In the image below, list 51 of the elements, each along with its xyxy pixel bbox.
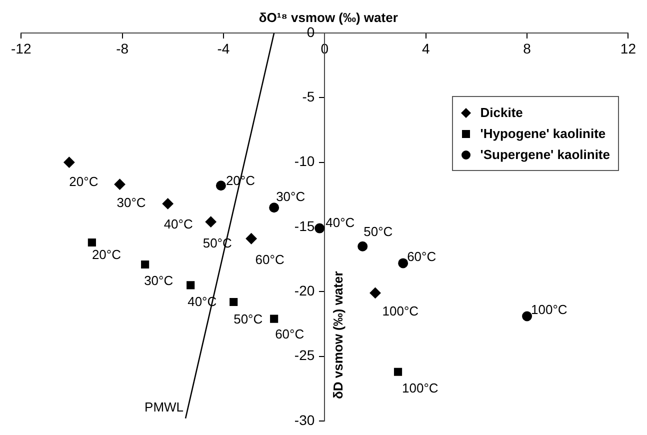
point — [314, 223, 325, 234]
point — [370, 287, 381, 298]
point — [64, 156, 75, 168]
x-axis-title: δO¹⁸ vsmow (‰) water — [258, 10, 398, 26]
annotation: 20°C — [69, 174, 98, 189]
annotation: 60°C — [275, 326, 304, 342]
annotation: 60°C — [255, 252, 284, 268]
annotation: 30°C — [144, 273, 174, 288]
annotation: 100°C — [402, 380, 438, 396]
annotation: 30°C — [116, 194, 146, 210]
annotation: 50°C — [234, 312, 263, 327]
point — [269, 202, 280, 213]
x-tick-label: -8 — [116, 40, 129, 56]
point — [270, 314, 278, 323]
x-tick-label: 4 — [422, 40, 430, 56]
annotation: 100°C — [382, 304, 419, 319]
annotation: 30°C — [276, 189, 306, 204]
point — [162, 198, 174, 210]
point — [246, 233, 257, 244]
point — [141, 260, 150, 269]
legend-label: Dickite — [480, 104, 523, 122]
point — [394, 368, 402, 376]
legend-label: 'Hypogene' kaolinite — [480, 125, 606, 143]
point — [205, 216, 216, 228]
point — [522, 311, 532, 322]
series-label: PMWL — [144, 399, 184, 414]
y-tick-label: -10 — [294, 153, 315, 170]
legend-label: 'Supergene' kaolinite — [480, 146, 610, 164]
point — [88, 238, 96, 247]
x-tick-label: -12 — [11, 40, 32, 56]
point — [186, 281, 195, 290]
y-axis-title: δD vsmow (‰) water — [330, 271, 346, 400]
x-tick-label: -4 — [217, 40, 230, 56]
annotation: 100°C — [531, 302, 568, 317]
annotation: 40°C — [326, 214, 355, 230]
point — [216, 180, 226, 191]
point — [398, 258, 408, 268]
point — [114, 178, 126, 190]
annotation: 40°C — [164, 216, 193, 232]
y-tick-label: -5 — [302, 88, 315, 105]
y-tick-label: -15 — [294, 218, 315, 234]
y-tick-label: -30 — [294, 412, 315, 428]
annotation: 50°C — [364, 224, 393, 239]
annotation: 60°C — [407, 248, 436, 264]
point — [230, 298, 238, 306]
point — [358, 241, 368, 252]
x-tick-label: 8 — [523, 40, 532, 56]
annotation: 20°C — [92, 247, 121, 262]
y-tick-label: -25 — [294, 347, 315, 364]
x-tick-label: 12 — [620, 40, 636, 56]
y-tick-label: -20 — [294, 282, 315, 299]
